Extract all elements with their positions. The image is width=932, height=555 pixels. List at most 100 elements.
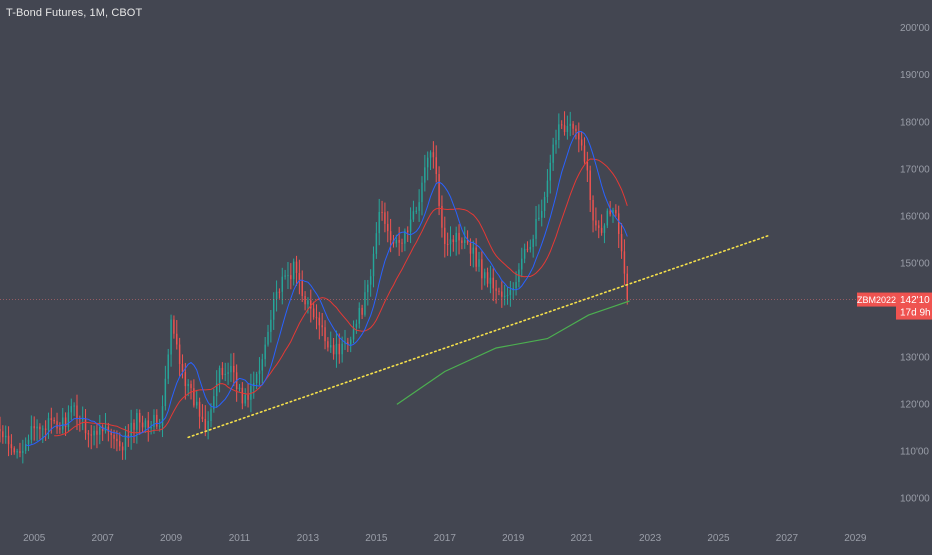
candle-body xyxy=(324,327,326,342)
candle-body xyxy=(24,444,27,451)
candle-body xyxy=(546,180,549,198)
candle-body xyxy=(489,277,492,284)
candle-body xyxy=(295,261,298,273)
candle-body xyxy=(0,428,1,432)
bar-countdown-label: 17d 9h xyxy=(900,308,931,319)
candle-body xyxy=(110,431,112,435)
indicator-layer xyxy=(0,130,893,447)
candle-body xyxy=(238,387,241,390)
x-axis-tick-label: 2011 xyxy=(229,533,251,544)
candle-body xyxy=(181,363,184,373)
candle-body xyxy=(409,219,412,232)
candle-body xyxy=(224,373,226,376)
candle-body xyxy=(190,383,192,389)
candle-body xyxy=(241,387,244,404)
candle-body xyxy=(432,152,435,158)
moving-average-blue xyxy=(25,130,628,447)
candle-body xyxy=(10,444,13,449)
candle-body xyxy=(332,345,335,355)
candle-body xyxy=(167,354,169,379)
moving-average-red xyxy=(54,158,628,437)
chart-title: T-Bond Futures, 1M, CBOT xyxy=(6,7,143,19)
candle-body xyxy=(583,145,586,162)
candle-body xyxy=(541,210,543,218)
candle-body xyxy=(158,425,161,427)
candle-body xyxy=(515,282,517,289)
candle-body xyxy=(384,212,386,224)
candle-body xyxy=(84,418,87,434)
candle-body xyxy=(22,450,24,454)
candle-body xyxy=(620,233,623,252)
candle-body xyxy=(270,319,272,332)
candle-body xyxy=(335,343,338,355)
candle-body xyxy=(70,406,73,413)
candle-body xyxy=(127,435,130,437)
last-price-box xyxy=(896,292,932,320)
candle-body xyxy=(64,417,67,428)
candle-body xyxy=(492,277,494,289)
candle-body xyxy=(164,378,167,407)
candle-body xyxy=(444,227,446,244)
candle-body xyxy=(612,209,614,215)
candle-body xyxy=(207,421,209,431)
candle-body xyxy=(578,130,580,140)
candle-body xyxy=(617,213,620,234)
candle-body xyxy=(196,401,198,406)
candle-body xyxy=(19,451,21,454)
candle-body xyxy=(461,240,463,244)
candle-body xyxy=(13,448,15,453)
candle-body xyxy=(81,418,84,420)
candle-body xyxy=(144,420,147,428)
candle-body xyxy=(275,291,278,299)
candle-body xyxy=(338,343,341,355)
candle-body xyxy=(521,258,523,270)
candle-body xyxy=(506,295,509,297)
x-axis-tick-label: 2019 xyxy=(502,533,525,544)
candle-body xyxy=(358,307,360,324)
candle-body xyxy=(124,435,127,451)
candle-body xyxy=(170,319,172,355)
candle-body xyxy=(193,388,195,406)
symbol-label-box xyxy=(857,292,896,307)
candle-body xyxy=(498,290,500,292)
candle-body xyxy=(549,162,552,181)
candle-body xyxy=(161,406,164,426)
candle-body xyxy=(438,174,440,206)
candle-body xyxy=(532,238,534,247)
candle-body xyxy=(558,124,560,141)
candle-body xyxy=(119,441,121,447)
candle-body xyxy=(452,239,455,243)
candle-body xyxy=(290,275,292,280)
candle-body xyxy=(347,342,349,345)
candle-body xyxy=(543,197,546,211)
candle-body xyxy=(278,291,281,293)
candle-body xyxy=(321,325,323,328)
x-axis-tick-label: 2017 xyxy=(434,533,457,544)
candle-body xyxy=(101,426,104,432)
candle-body xyxy=(141,422,144,428)
candle-body xyxy=(538,217,540,219)
candle-body xyxy=(210,409,212,422)
candle-body xyxy=(501,291,503,297)
candle-body xyxy=(121,446,124,451)
x-axis-tick-label: 2005 xyxy=(23,533,46,544)
candle-body xyxy=(93,430,95,436)
candle-body xyxy=(253,383,255,387)
candle-body xyxy=(572,123,574,129)
candle-body xyxy=(258,370,261,374)
candle-body xyxy=(113,434,115,439)
candle-body xyxy=(30,426,33,440)
candle-body xyxy=(315,317,318,319)
candle-body xyxy=(56,421,58,429)
candle-body xyxy=(150,426,152,429)
candle-body xyxy=(47,418,50,430)
candle-body xyxy=(42,428,44,430)
candle-body xyxy=(201,416,204,420)
candle-body xyxy=(327,341,329,348)
candle-body xyxy=(426,157,429,168)
candle-body xyxy=(230,365,232,373)
y-axis-tick-label: 190'00 xyxy=(900,70,930,81)
x-axis-tick-label: 2027 xyxy=(776,533,799,544)
